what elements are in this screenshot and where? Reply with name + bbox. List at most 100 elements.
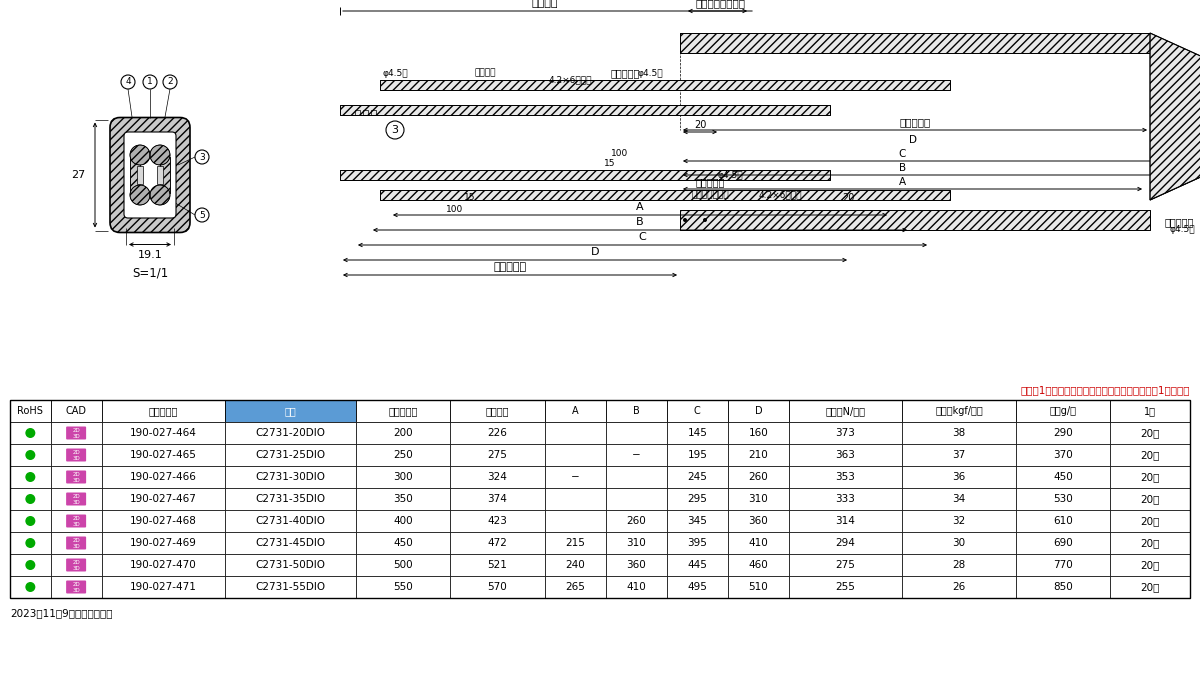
- Bar: [10, 444, 50, 466]
- Text: バンパー: バンパー: [474, 69, 496, 78]
- Text: 295: 295: [688, 494, 707, 504]
- Text: C2731-40DIO: C2731-40DIO: [256, 516, 325, 526]
- Bar: [450, 510, 545, 532]
- Circle shape: [143, 75, 157, 89]
- Text: 255: 255: [835, 582, 856, 592]
- Text: 353: 353: [835, 472, 856, 482]
- Text: C2731-20DIO: C2731-20DIO: [256, 428, 325, 438]
- Bar: [667, 488, 728, 510]
- Text: φ4.5穴: φ4.5穴: [637, 69, 662, 78]
- Text: C2731-35DIO: C2731-35DIO: [256, 494, 325, 504]
- Bar: [450, 422, 545, 444]
- Text: 20本: 20本: [1140, 560, 1159, 570]
- Bar: [1110, 576, 1190, 598]
- Circle shape: [194, 208, 209, 222]
- Text: 610: 610: [1052, 516, 1073, 526]
- Text: 190-027-464: 190-027-464: [130, 428, 197, 438]
- Text: 363: 363: [835, 450, 856, 460]
- Text: A: A: [572, 406, 578, 416]
- Bar: [102, 488, 226, 510]
- Text: 190-027-471: 190-027-471: [130, 582, 197, 592]
- Bar: [667, 400, 728, 422]
- Text: 314: 314: [835, 516, 856, 526]
- Bar: [606, 444, 667, 466]
- Bar: [680, 210, 1150, 230]
- Bar: [728, 554, 788, 576]
- Text: C2731-55DIO: C2731-55DIO: [256, 582, 325, 592]
- Bar: [226, 466, 356, 488]
- Text: 2D: 2D: [72, 582, 80, 588]
- Text: C2731-30DIO: C2731-30DIO: [256, 472, 325, 482]
- Bar: [10, 510, 50, 532]
- Bar: [450, 532, 545, 554]
- Text: 160: 160: [749, 428, 768, 438]
- Text: 3D: 3D: [72, 477, 80, 483]
- Text: 300: 300: [394, 472, 413, 482]
- Text: 32: 32: [953, 516, 966, 526]
- Text: 27: 27: [71, 170, 85, 180]
- Bar: [10, 466, 50, 488]
- Bar: [728, 466, 788, 488]
- Text: 耐荷重N/ペア: 耐荷重N/ペア: [826, 406, 865, 416]
- Bar: [356, 400, 450, 422]
- Bar: [102, 444, 226, 466]
- Text: ディテント: ディテント: [611, 68, 640, 78]
- Text: 215: 215: [565, 538, 586, 548]
- Bar: [788, 554, 902, 576]
- Bar: [728, 510, 788, 532]
- Text: C2731-45DIO: C2731-45DIO: [256, 538, 325, 548]
- Text: B: B: [632, 406, 640, 416]
- Text: 373: 373: [835, 428, 856, 438]
- Text: 360: 360: [626, 560, 647, 570]
- Text: 450: 450: [1052, 472, 1073, 482]
- Text: 38: 38: [953, 428, 966, 438]
- Bar: [356, 488, 450, 510]
- Circle shape: [25, 428, 35, 438]
- Text: A: A: [899, 177, 906, 187]
- Bar: [1015, 510, 1110, 532]
- Bar: [226, 488, 356, 510]
- Bar: [728, 576, 788, 598]
- Bar: [130, 157, 140, 193]
- Circle shape: [25, 516, 35, 526]
- Text: 460: 460: [749, 560, 768, 570]
- Bar: [50, 576, 102, 598]
- FancyBboxPatch shape: [66, 470, 86, 483]
- Text: 423: 423: [487, 516, 508, 526]
- Text: 15: 15: [605, 160, 616, 168]
- Bar: [902, 532, 1015, 554]
- Circle shape: [163, 75, 178, 89]
- Text: 240: 240: [565, 560, 586, 570]
- Bar: [680, 33, 1150, 53]
- Bar: [1110, 554, 1190, 576]
- Text: 324: 324: [487, 472, 508, 482]
- Text: 410: 410: [626, 582, 647, 592]
- Bar: [680, 33, 1150, 53]
- Text: 同一または、以下: 同一または、以下: [695, 0, 745, 8]
- Bar: [728, 444, 788, 466]
- Text: 5: 5: [199, 210, 205, 220]
- Bar: [102, 532, 226, 554]
- Text: 290: 290: [1052, 428, 1073, 438]
- Bar: [450, 466, 545, 488]
- Text: 275: 275: [487, 450, 508, 460]
- Bar: [356, 422, 450, 444]
- Bar: [355, 110, 360, 115]
- Bar: [667, 532, 728, 554]
- Text: 294: 294: [835, 538, 856, 548]
- Text: 690: 690: [1052, 538, 1073, 548]
- Circle shape: [150, 145, 170, 165]
- Bar: [1015, 444, 1110, 466]
- Bar: [50, 554, 102, 576]
- Text: 260: 260: [749, 472, 768, 482]
- Bar: [545, 422, 606, 444]
- Text: 374: 374: [487, 494, 508, 504]
- Text: 190-027-469: 190-027-469: [130, 538, 197, 548]
- Bar: [606, 554, 667, 576]
- Text: 250: 250: [394, 450, 413, 460]
- Bar: [1110, 488, 1190, 510]
- Text: 350: 350: [394, 494, 413, 504]
- Bar: [1015, 532, 1110, 554]
- Text: 400: 400: [394, 516, 413, 526]
- Text: 移動距離: 移動距離: [486, 406, 509, 416]
